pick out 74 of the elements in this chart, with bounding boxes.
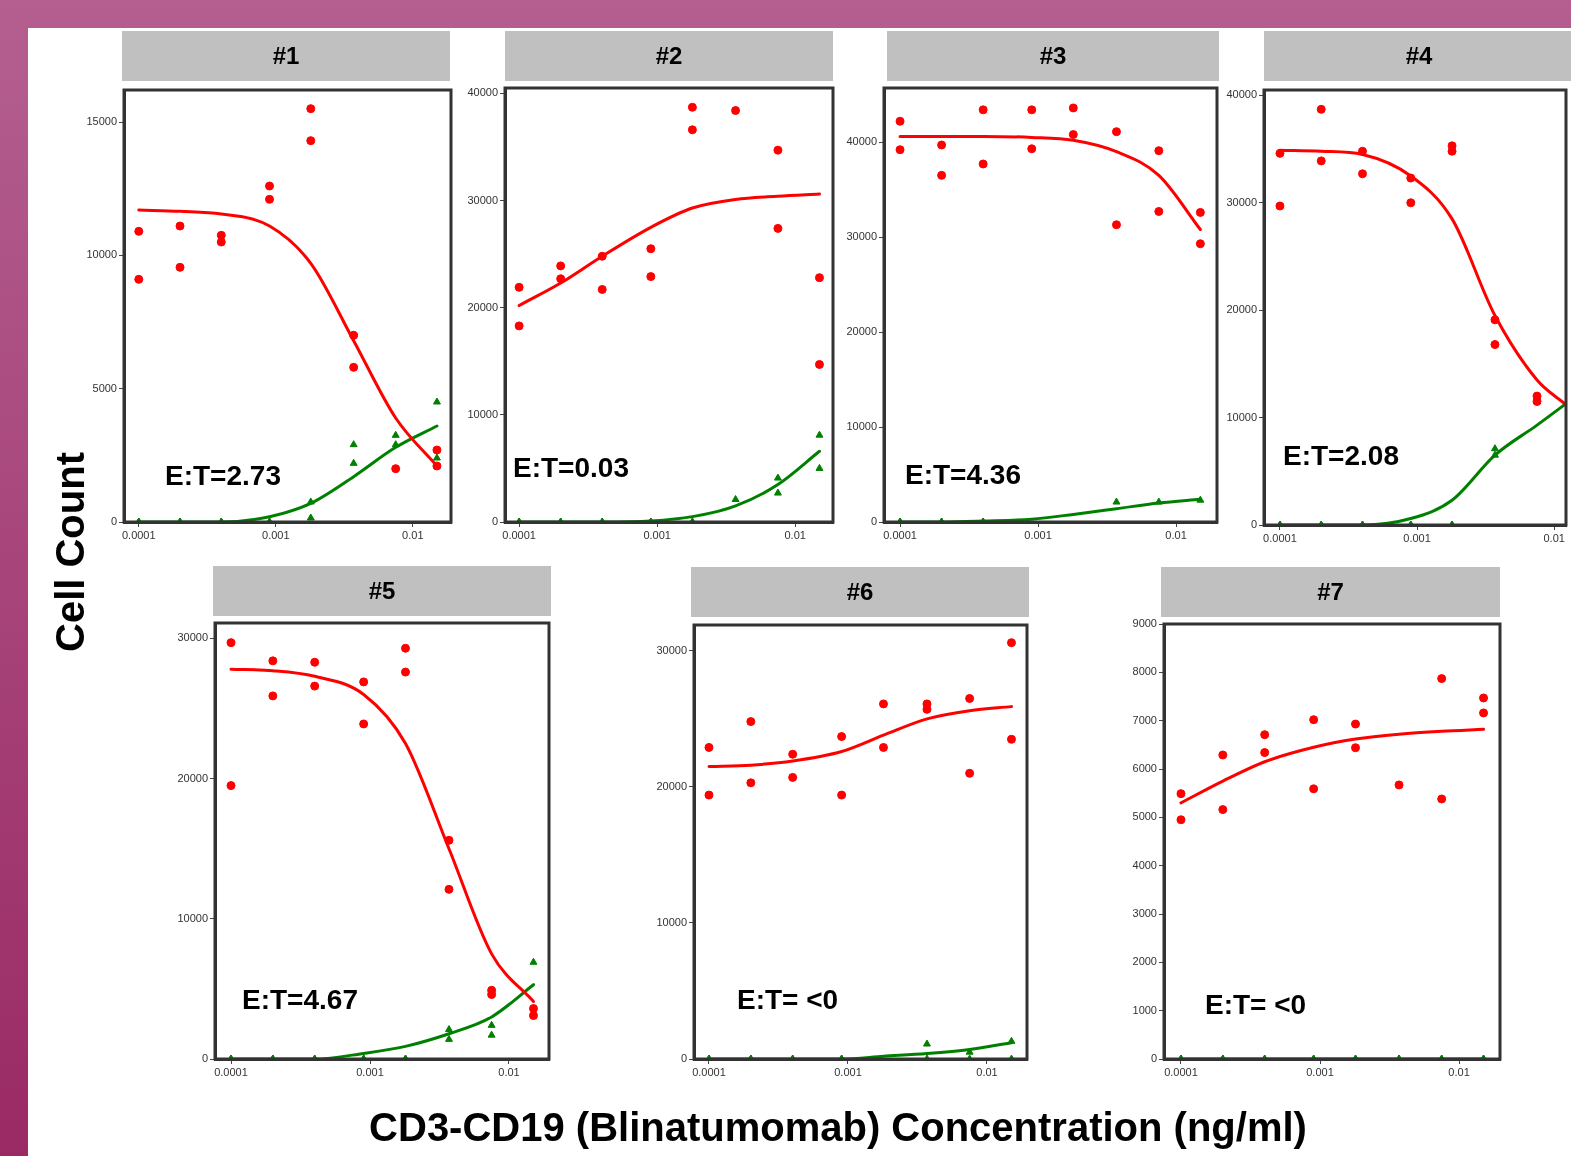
x-tick-label: 0.0001 <box>214 1065 248 1078</box>
x-tick-label: 0.01 <box>1165 528 1187 541</box>
chart-title: #7 <box>1161 567 1500 617</box>
y-tick-label: 0 <box>870 515 877 528</box>
x-tick-label: 0.01 <box>1543 531 1565 544</box>
y-tick-label: 30000 <box>467 193 498 206</box>
chart-title: #5 <box>213 566 551 616</box>
chart-title: #1 <box>122 31 450 81</box>
y-tick-label: 15000 <box>86 115 117 128</box>
annotation: E:T=4.36 <box>905 459 1021 490</box>
x-tick-label: 0.001 <box>356 1065 384 1078</box>
x-tick-label: 0.01 <box>1448 1065 1470 1078</box>
chart-title: #6 <box>691 567 1029 617</box>
y-tick-label: 0 <box>1150 1052 1157 1065</box>
annotation: E:T=2.08 <box>1283 440 1399 471</box>
chart-title: #2 <box>505 31 833 81</box>
y-tick-label: 1000 <box>1132 1003 1157 1016</box>
chart-title: #4 <box>1264 31 1571 81</box>
y-tick-label: 40000 <box>467 86 498 99</box>
y-tick-label: 20000 <box>177 771 208 784</box>
y-tick-label: 9000 <box>1132 617 1157 630</box>
y-tick-label: 10000 <box>656 915 687 928</box>
x-tick-label: 0.0001 <box>502 528 536 541</box>
y-tick-label: 0 <box>110 515 117 528</box>
y-tick-label: 10000 <box>1226 410 1257 423</box>
annotation: E:T= <0 <box>1205 989 1307 1020</box>
x-tick-label: 0.01 <box>402 528 424 541</box>
y-tick-label: 0 <box>201 1052 208 1065</box>
y-tick-label: 0 <box>491 515 498 528</box>
y-tick-label: 30000 <box>177 631 208 644</box>
y-tick-label: 20000 <box>467 300 498 313</box>
y-tick-label: 10000 <box>86 248 117 261</box>
x-tick-label: 0.001 <box>1024 528 1052 541</box>
x-tick-label: 0.01 <box>976 1065 998 1078</box>
y-tick-label: 2000 <box>1132 955 1157 968</box>
x-tick-label: 0.001 <box>1403 531 1431 544</box>
y-tick-label: 30000 <box>1226 195 1257 208</box>
y-tick-label: 10000 <box>467 407 498 420</box>
y-tick-label: 30000 <box>846 230 877 243</box>
y-tick-label: 20000 <box>656 779 687 792</box>
x-tick-label: 0.01 <box>498 1065 520 1078</box>
y-tick-label: 7000 <box>1132 713 1157 726</box>
x-tick-label: 0.0001 <box>1164 1065 1198 1078</box>
x-tick-label: 0.0001 <box>883 528 917 541</box>
x-tick-label: 0.01 <box>784 528 806 541</box>
y-axis-title: Cell Count <box>47 452 93 652</box>
annotation: E:T=2.73 <box>165 460 281 491</box>
x-tick-label: 0.001 <box>834 1065 862 1078</box>
y-tick-label: 40000 <box>846 135 877 148</box>
y-tick-label: 10000 <box>846 420 877 433</box>
annotation: E:T=4.67 <box>242 984 358 1015</box>
y-tick-label: 0 <box>680 1052 687 1065</box>
y-tick-label: 5000 <box>1132 810 1157 823</box>
y-tick-label: 20000 <box>846 325 877 338</box>
x-tick-label: 0.0001 <box>1263 531 1297 544</box>
chart-title: #3 <box>887 31 1219 81</box>
y-tick-label: 4000 <box>1132 858 1157 871</box>
x-tick-label: 0.001 <box>262 528 290 541</box>
x-axis-title: CD3-CD19 (Blinatumomab) Concentration (ng/ml) <box>369 1104 1307 1150</box>
y-tick-label: 20000 <box>1226 303 1257 316</box>
y-tick-label: 10000 <box>177 911 208 924</box>
x-tick-label: 0.001 <box>1306 1065 1334 1078</box>
y-tick-label: 6000 <box>1132 762 1157 775</box>
x-tick-label: 0.0001 <box>692 1065 726 1078</box>
x-tick-label: 0.001 <box>643 528 671 541</box>
y-tick-label: 5000 <box>92 381 117 394</box>
y-tick-label: 3000 <box>1132 907 1157 920</box>
y-tick-label: 8000 <box>1132 665 1157 678</box>
y-tick-label: 40000 <box>1226 88 1257 101</box>
x-tick-label: 0.0001 <box>121 528 156 541</box>
annotation: E:T= <0 <box>737 984 839 1015</box>
y-tick-label: 0 <box>1250 518 1257 531</box>
y-tick-label: 30000 <box>656 643 687 656</box>
annotation: E:T=0.03 <box>513 452 629 483</box>
